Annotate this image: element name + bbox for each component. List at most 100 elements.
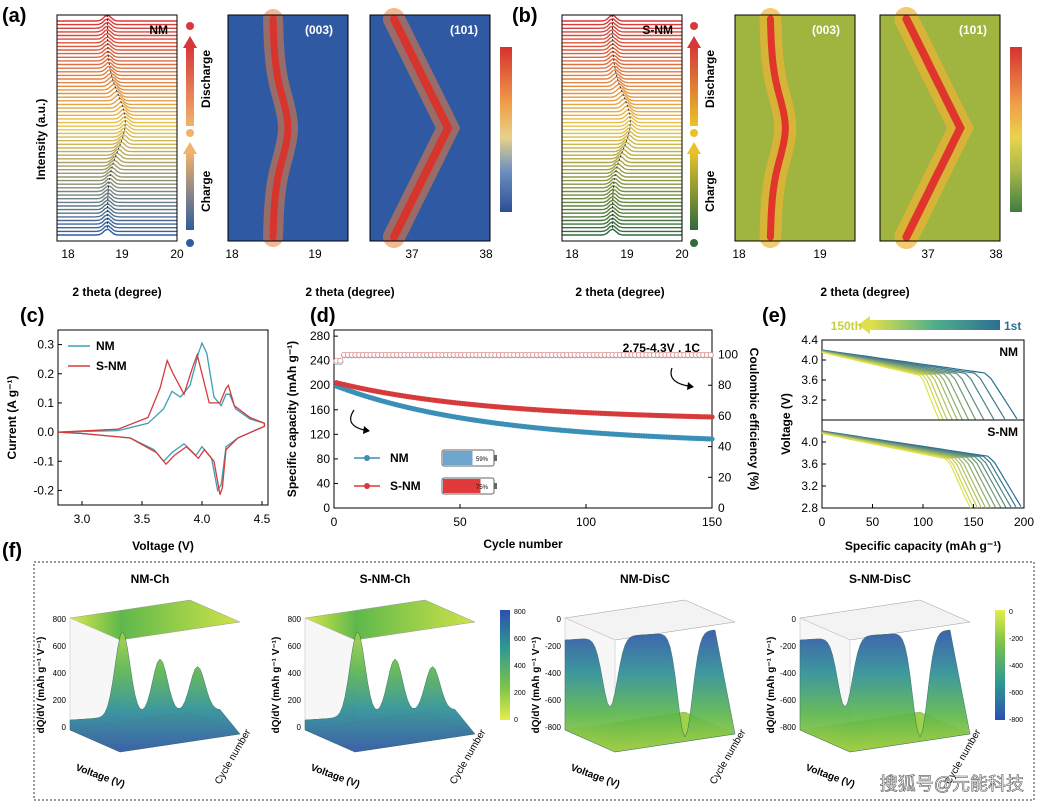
xrd-pattern [57, 181, 177, 189]
xrd-pattern [57, 50, 177, 58]
xrd-pattern [562, 97, 682, 106]
y2-tick-label: 60 [718, 409, 732, 423]
battery-label: 75% [476, 485, 489, 491]
xrd-pattern [562, 54, 682, 62]
surface-title: NM-DisC [620, 572, 670, 586]
discharge-curve [821, 432, 972, 509]
panel-label-b: (b) [512, 5, 538, 27]
plot-frame [57, 329, 269, 506]
y2-tick-label: 20 [718, 470, 732, 484]
charge-discharge-plot: 150th 1st 4.4 4.0 3.6 3.2 NM 4.0 3.6 3.2 2.8 S-NM 0 5… [779, 316, 1034, 553]
legend-label: S-NM [390, 479, 421, 493]
xrd-pattern [57, 35, 177, 44]
x-tick-label: 50 [453, 515, 467, 529]
axis-arrow-right [670, 367, 689, 387]
xrd-pattern [57, 163, 177, 171]
ce-point-s-nm [707, 351, 714, 358]
contour-101-nm [369, 8, 491, 248]
xrd-pattern [57, 170, 177, 178]
xrd-pattern [57, 126, 177, 135]
xrd-pattern [562, 116, 682, 124]
snm-tag: S-NM [642, 23, 673, 37]
capacity-point-s-nm [709, 414, 715, 420]
legend-label: NM [96, 339, 115, 353]
xrd-pattern [562, 108, 682, 116]
z-tick-label: 0 [792, 615, 797, 624]
peak-101-a: (101) [450, 23, 478, 37]
xrd-pattern [562, 148, 682, 156]
x-axis-label: Voltage (V) [309, 762, 361, 790]
cv-line-nm [57, 341, 266, 493]
y-tick-label: 0.3 [37, 338, 54, 352]
z-tick-label: -200 [780, 642, 797, 651]
xrd-pattern [57, 32, 177, 40]
xrd-pattern [57, 184, 177, 193]
dqdv-3d-panels: NM-Ch 800 600 400 200 0 dQ/dV (mAh g⁻¹ V⁻¹) Vol… [36, 572, 1023, 790]
x-tick-label: 50 [866, 515, 880, 529]
x-tick-label: 3.5 [134, 512, 151, 526]
tick-18-a2: 18 [225, 247, 239, 261]
xrd-pattern [57, 46, 177, 55]
tick-18-b2: 18 [732, 247, 746, 261]
xrd-pattern [562, 43, 682, 51]
xrd-pattern [57, 112, 177, 120]
dot-mid-b [690, 129, 698, 137]
xrd-pattern [57, 210, 177, 218]
xrd-pattern [562, 163, 682, 171]
xrd-pattern [562, 83, 682, 91]
legend-marker [364, 483, 370, 489]
x-tick-label: 0 [819, 515, 826, 529]
xrd-pattern [562, 217, 682, 225]
xrd-pattern [57, 61, 177, 69]
xrd-pattern [562, 141, 682, 149]
axis-arrow-left [350, 409, 365, 431]
panel-label-d: (d) [310, 305, 336, 327]
y-tick-label: 2.8 [801, 501, 818, 515]
xrd-pattern [57, 224, 177, 233]
battery-tip [494, 455, 497, 461]
y2-tick-label: 80 [718, 378, 732, 392]
x-tick-label: 100 [913, 515, 933, 529]
dot-mid-a [186, 129, 194, 137]
xrd-pattern [57, 191, 177, 200]
cv-plot: 3.0 3.5 4.0 4.5 0.3 0.2 0.1 0.0 -0.1 -0.2 Voltage … [5, 329, 271, 553]
battery-tip [494, 483, 497, 489]
discharge-label-b: Discharge [703, 50, 717, 108]
x-tick-label: 100 [576, 515, 596, 529]
xrd-pattern [562, 25, 682, 33]
xrd-pattern [57, 156, 177, 164]
colorbar-b [1010, 47, 1022, 212]
z-tick-label: 200 [53, 696, 67, 705]
peak-track [106, 15, 126, 229]
dot-bottom-b [690, 239, 698, 247]
dot-top-a [186, 22, 194, 30]
xrd-pattern [562, 210, 682, 218]
y2-tick-label: 40 [718, 440, 732, 454]
xrd-pattern [562, 76, 682, 84]
xrd-pattern [57, 94, 177, 102]
xrd-pattern [562, 50, 682, 58]
xrd-pattern [57, 14, 177, 22]
colorbar-tick-label: 600 [514, 636, 526, 643]
subplot-tag: NM [999, 345, 1018, 359]
y-tick-label: 4.4 [801, 333, 818, 347]
battery-fill [443, 451, 473, 465]
xrd-pattern [57, 57, 177, 66]
x-tick-label: 150 [963, 515, 983, 529]
xrd-pattern [562, 79, 682, 87]
x-axis-label: Specific capacity (mAh g⁻¹) [845, 539, 1001, 553]
colorbar-tick-label: -600 [1009, 690, 1023, 697]
xrd-pattern [562, 32, 682, 40]
y-tick-label: 120 [310, 427, 330, 441]
xrd-pattern [562, 123, 682, 131]
xrd-pattern [562, 119, 682, 127]
xrd-pattern [57, 79, 177, 87]
xrd-pattern [57, 148, 177, 156]
surface-title: S-NM-DisC [849, 572, 911, 586]
xrd-pattern [562, 206, 682, 214]
xrd-pattern [57, 108, 177, 116]
xrd-pattern [562, 156, 682, 164]
colorbar-tick-label: -800 [1009, 717, 1023, 724]
